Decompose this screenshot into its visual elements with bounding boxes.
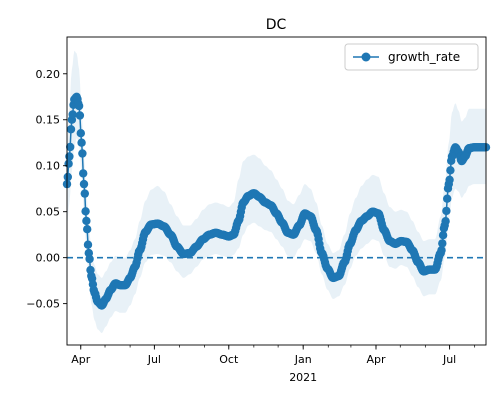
- data-point: [437, 246, 446, 255]
- legend-label: growth_rate: [388, 50, 460, 64]
- x-tick-label: Apr: [71, 353, 91, 366]
- data-point: [83, 225, 92, 234]
- legend: growth_rate: [344, 43, 479, 71]
- data-point: [64, 159, 73, 168]
- data-point: [82, 216, 91, 226]
- confidence-band-layer: [67, 50, 486, 334]
- data-point: [81, 207, 90, 216]
- axes-layer: −0.05 0.00 0.05 0.10 0.15 0.20 Apr Jul Oct Jan 202…: [26, 36, 487, 384]
- legend-marker: [361, 52, 371, 62]
- x-tick-sublabel: 2021: [289, 371, 317, 384]
- data-point: [85, 254, 94, 264]
- x-tick-label: Apr: [366, 353, 386, 366]
- data-point: [438, 231, 448, 240]
- x-tick-label: Jul: [442, 353, 456, 366]
- data-point: [77, 138, 86, 147]
- y-tick-label: 0.15: [36, 114, 61, 127]
- plot-frame: [66, 36, 487, 346]
- data-point: [63, 172, 72, 182]
- y-tick-label: 0.10: [36, 160, 61, 173]
- data-point: [66, 125, 76, 134]
- data-point: [74, 101, 84, 111]
- x-tick-label: Jul: [147, 353, 161, 366]
- data-point: [446, 166, 455, 175]
- x-tick-label: Jan: [294, 353, 312, 366]
- data-point: [76, 129, 86, 138]
- data-point: [66, 142, 75, 152]
- y-tick-label: 0.05: [36, 206, 61, 219]
- data-point: [79, 169, 88, 178]
- y-tick-label: −0.05: [26, 298, 60, 311]
- legend-box: [344, 43, 479, 71]
- data-point: [78, 149, 87, 158]
- data-point: [442, 206, 451, 216]
- data-point: [80, 189, 90, 198]
- x-tick-label: Oct: [219, 353, 239, 366]
- confidence-band: [67, 50, 486, 334]
- data-point: [68, 110, 77, 119]
- series-marker-layer: [62, 92, 491, 310]
- data-point: [75, 111, 85, 120]
- chart-title: DC: [266, 17, 287, 33]
- data-point: [438, 239, 447, 248]
- y-tick-label: 0.00: [36, 252, 61, 265]
- data-point: [65, 152, 74, 161]
- data-point: [441, 217, 450, 226]
- data-point: [443, 194, 452, 203]
- y-tick-label: 0.20: [36, 68, 61, 81]
- data-point: [83, 240, 93, 249]
- data-point: [445, 175, 454, 184]
- data-point: [79, 179, 89, 189]
